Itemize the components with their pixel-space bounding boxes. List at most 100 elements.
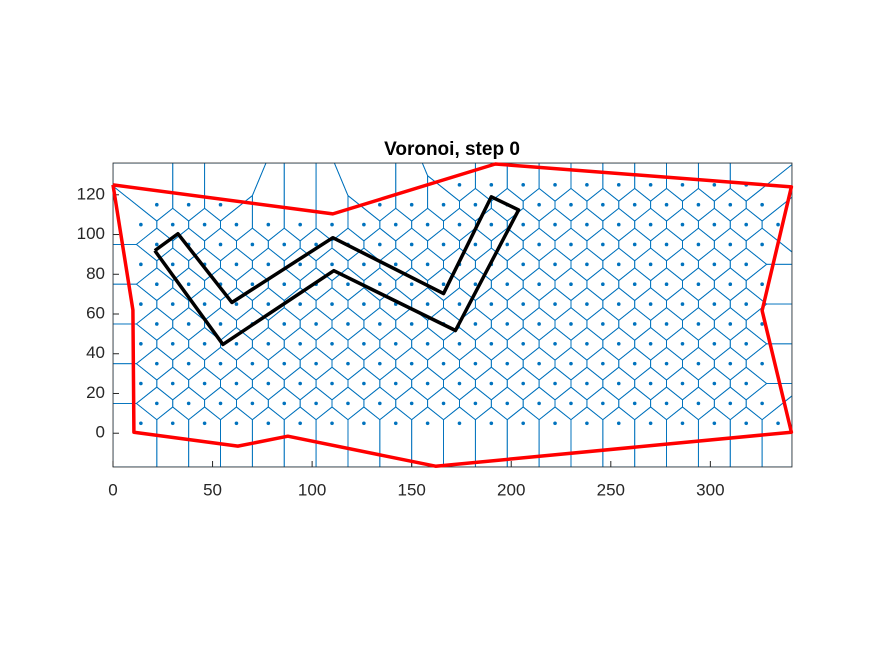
x-tick-label: 0 <box>108 480 117 499</box>
site <box>155 322 159 326</box>
site <box>744 302 749 306</box>
site <box>569 242 573 247</box>
site <box>569 202 573 207</box>
site <box>537 322 541 326</box>
site <box>155 401 159 406</box>
site <box>155 361 159 366</box>
plot-area <box>113 163 792 467</box>
site <box>362 381 366 386</box>
site <box>186 322 191 326</box>
site <box>664 322 669 326</box>
site <box>585 262 589 267</box>
obstacle-polygon <box>153 195 521 347</box>
site <box>393 222 398 227</box>
site <box>648 183 653 187</box>
site <box>505 322 510 326</box>
site <box>298 262 302 267</box>
site <box>489 183 494 187</box>
site <box>648 302 653 306</box>
site <box>632 282 637 287</box>
site <box>553 262 557 267</box>
site <box>378 202 382 207</box>
site <box>473 401 478 406</box>
site <box>712 262 717 267</box>
site <box>744 262 749 267</box>
site <box>346 401 350 406</box>
site <box>585 381 589 386</box>
site <box>234 381 239 386</box>
site <box>170 262 175 267</box>
site <box>314 242 318 247</box>
site <box>457 222 462 227</box>
site <box>298 342 302 346</box>
site <box>170 222 175 227</box>
site <box>473 202 478 207</box>
site <box>378 361 382 366</box>
site <box>616 342 621 346</box>
site <box>170 342 175 346</box>
site <box>712 381 717 386</box>
site <box>521 222 525 227</box>
site <box>282 242 287 247</box>
site <box>282 322 287 326</box>
site <box>362 302 366 306</box>
site <box>250 361 255 366</box>
site <box>553 381 557 386</box>
site <box>393 381 398 386</box>
x-tick-label: 250 <box>597 480 625 499</box>
site <box>760 242 764 247</box>
site <box>680 421 685 426</box>
site <box>632 401 637 406</box>
site <box>473 242 478 247</box>
site <box>234 302 239 306</box>
site <box>696 322 701 326</box>
site <box>473 282 478 287</box>
site <box>505 282 510 287</box>
site <box>585 183 589 187</box>
site <box>760 282 764 287</box>
site <box>362 421 366 426</box>
site <box>378 242 382 247</box>
site <box>553 302 557 306</box>
x-tick-label: 150 <box>397 480 425 499</box>
site <box>553 183 557 187</box>
site <box>139 421 143 426</box>
site <box>776 421 780 426</box>
site <box>266 302 271 306</box>
site <box>330 262 334 267</box>
site <box>155 242 159 247</box>
y-tick-label: 40 <box>86 343 105 362</box>
site <box>521 183 525 187</box>
site <box>266 262 271 267</box>
site <box>664 282 669 287</box>
site <box>234 262 239 267</box>
site <box>170 381 175 386</box>
site <box>218 361 223 366</box>
y-tick-label: 60 <box>86 303 105 322</box>
site <box>664 242 669 247</box>
site <box>664 361 669 366</box>
site <box>648 421 653 426</box>
site <box>537 282 541 287</box>
site <box>569 361 573 366</box>
x-tick-label: 50 <box>203 480 222 499</box>
site <box>202 342 207 346</box>
y-tick-label: 120 <box>77 184 105 203</box>
site <box>585 342 589 346</box>
site <box>218 322 223 326</box>
site <box>155 282 159 287</box>
site <box>569 282 573 287</box>
site <box>330 302 334 306</box>
site <box>632 322 637 326</box>
site <box>202 381 207 386</box>
site <box>505 361 510 366</box>
chart-title: Voronoi, step 0 <box>384 139 520 160</box>
voronoi-cell <box>729 163 792 202</box>
site <box>537 242 541 247</box>
axes-box <box>112 162 793 468</box>
site <box>601 202 605 207</box>
site <box>696 361 701 366</box>
boundary-polygon <box>111 162 794 468</box>
